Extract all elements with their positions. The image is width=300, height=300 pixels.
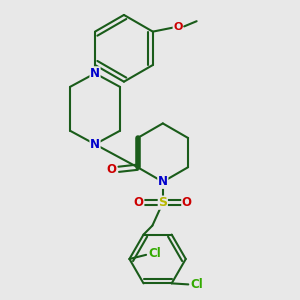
Text: O: O bbox=[173, 22, 182, 32]
Text: Cl: Cl bbox=[148, 247, 161, 260]
Text: O: O bbox=[134, 196, 144, 209]
Text: N: N bbox=[158, 175, 168, 188]
Text: O: O bbox=[106, 163, 116, 176]
Text: O: O bbox=[182, 196, 192, 209]
Text: N: N bbox=[90, 138, 100, 151]
Text: S: S bbox=[158, 196, 167, 209]
Text: Cl: Cl bbox=[190, 278, 203, 291]
Text: N: N bbox=[90, 67, 100, 80]
